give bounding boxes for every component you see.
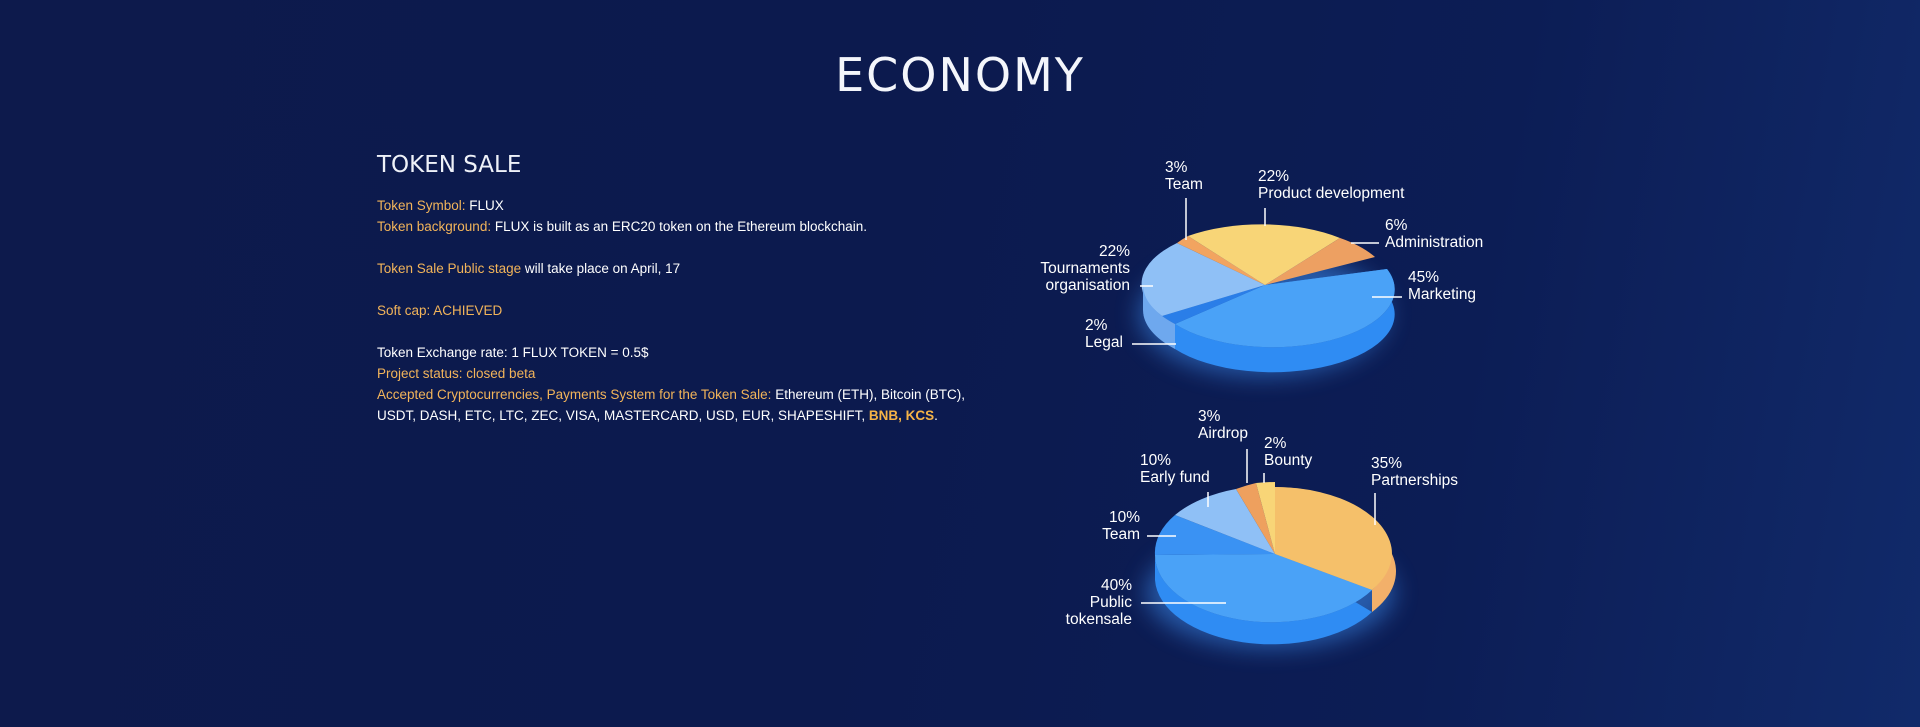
accepted-value: Ethereum (ETH), Bitcoin (BTC), USDT, DAS… (377, 387, 965, 423)
slice-percent-label: 6% (1385, 217, 1408, 234)
token-symbol-line: Token Symbol: FLUX (377, 195, 967, 216)
section-title: TOKEN SALE (377, 152, 522, 178)
slice-name-label: Tournaments (1040, 260, 1130, 277)
pie-1-label-1: 45%Marketing (1372, 269, 1476, 303)
slice-name-label: Legal (1085, 334, 1123, 351)
pie-2-label-5: 3%Airdrop (1198, 408, 1248, 483)
token-sale-section: TOKEN SALE Token Symbol: FLUX Token back… (377, 152, 967, 426)
pie-1-label-5: 22%Product development (1258, 168, 1405, 226)
pie-1-slices (1141, 224, 1395, 373)
slice-percent-label: 10% (1109, 509, 1140, 526)
slice-percent-label: 3% (1165, 159, 1188, 176)
pie-2-slice-bounty (1256, 482, 1275, 554)
slice-name-label: Product development (1258, 185, 1405, 202)
public-stage-value: will take place on April, 17 (521, 261, 681, 276)
pie-chart-2 (1146, 482, 1396, 648)
accepted-currencies-line: Accepted Cryptocurrencies, Payments Syst… (377, 384, 967, 426)
project-status-line: Project status: closed beta (377, 366, 536, 381)
pie-1-slice-legal (1162, 285, 1265, 324)
exchange-rate-line: Token Exchange rate: 1 FLUX TOKEN = 0.5$ (377, 345, 649, 360)
pie-1-slice-administration (1265, 238, 1375, 285)
slice-percent-label: 10% (1140, 452, 1171, 469)
public-stage-label: Token Sale Public stage (377, 261, 522, 276)
slice-name-label: Partnerships (1371, 472, 1458, 489)
pie-1-slice-marketing-top (1175, 269, 1395, 348)
slice-percent-label: 2% (1085, 317, 1108, 334)
pie-2-slice-public-top (1154, 554, 1372, 623)
pie-2-label-1: 35%Partnerships (1371, 455, 1458, 525)
pie-1-slice-product (1188, 224, 1340, 285)
slice-percent-label: 22% (1258, 168, 1289, 185)
pie-2-slice-early-fund (1175, 489, 1275, 554)
pie-2-label-6: 2%Bounty (1263, 435, 1313, 483)
accepted-label: Accepted Cryptocurrencies, Payments Syst… (377, 387, 776, 402)
slice-percent-label: 35% (1371, 455, 1402, 472)
soft-cap-line: Soft cap: ACHIEVED (377, 300, 967, 321)
token-symbol-label: Token Symbol: (377, 198, 470, 213)
pie-1-slice-tournaments (1141, 243, 1265, 316)
pie-2-slice-team (1154, 515, 1275, 555)
page-title: ECONOMY (835, 48, 1085, 102)
slice-name-label: organisation (1046, 277, 1130, 294)
soft-cap-text: Soft cap: ACHIEVED (377, 303, 503, 318)
slice-percent-label: 3% (1198, 408, 1221, 425)
pie-2-slice-partnerships-top (1275, 487, 1392, 590)
pie-1-label-6: 6%Administration (1351, 217, 1483, 251)
pie-chart-1 (1139, 224, 1395, 376)
pie-labels: 45%Marketing2%Legal22%Tournamentsorganis… (1040, 159, 1483, 628)
slice-percent-label: 40% (1101, 577, 1132, 594)
pie-1-slice-marketing (1175, 269, 1395, 373)
slice-name-label: Team (1102, 526, 1140, 543)
pie-2-label-3: 10%Team (1102, 509, 1176, 543)
accepted-highlight: BNB, KCS (868, 408, 935, 423)
accepted-end: . (934, 408, 938, 423)
slice-name-label: Airdrop (1198, 425, 1248, 442)
slice-name-label: Early fund (1140, 469, 1210, 486)
public-stage-line: Token Sale Public stage will take place … (377, 258, 967, 279)
token-symbol-value: FLUX (469, 198, 504, 213)
slice-name-label: Marketing (1408, 286, 1476, 303)
token-background-value: FLUX is built as an ERC20 token on the E… (494, 219, 868, 234)
slice-percent-label: 22% (1099, 243, 1130, 260)
slice-name-label: Administration (1385, 234, 1483, 251)
slice-name-label: Public (1090, 594, 1132, 611)
pie-1-slice-team (1177, 236, 1265, 285)
token-background-line: Token background: FLUX is built as an ER… (377, 216, 967, 237)
slice-name-label: Team (1165, 176, 1203, 193)
pie-1-label-2: 2%Legal (1085, 317, 1176, 351)
pie-2-label-4: 10%Early fund (1140, 452, 1210, 507)
pie-1-label-4: 3%Team (1165, 159, 1203, 240)
token-background-label: Token background: (377, 219, 495, 234)
slice-name-label: tokensale (1066, 611, 1132, 628)
pie-2-slice-airdrop (1236, 483, 1275, 554)
slice-name-label: Bounty (1264, 452, 1313, 469)
pie-2-slices (1154, 482, 1396, 645)
slice-percent-label: 2% (1264, 435, 1287, 452)
pie-1-side-left (1143, 285, 1175, 349)
slice-percent-label: 45% (1408, 269, 1439, 286)
